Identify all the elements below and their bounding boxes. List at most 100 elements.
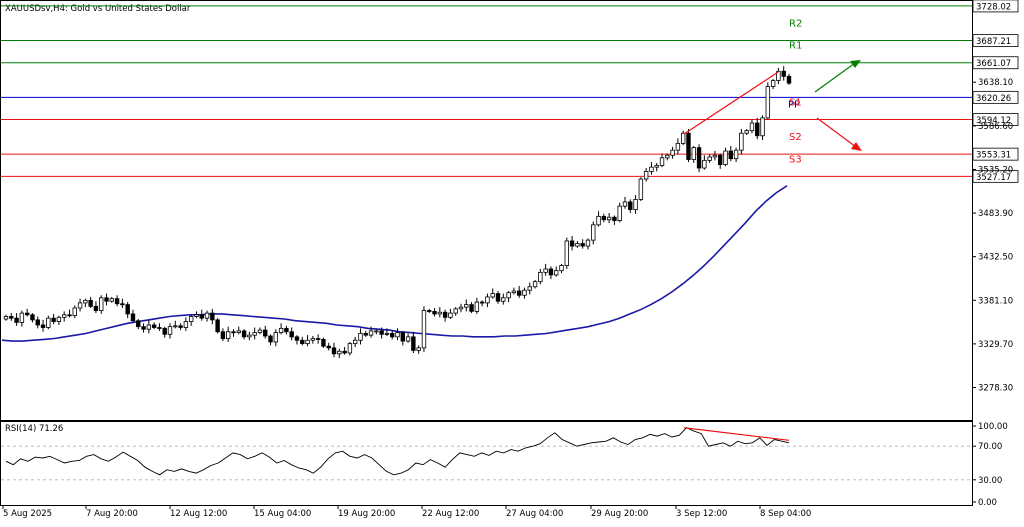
candle-body (162, 327, 167, 335)
price-tick-label: 3381.10 (978, 296, 1013, 306)
candle-body (649, 166, 654, 172)
divergence-line-rsi (683, 427, 790, 441)
rsi-tick-label: 70.00 (978, 442, 1002, 452)
candle-body (236, 330, 241, 334)
level-name-s2: S2 (789, 132, 802, 143)
candle-body (300, 339, 305, 345)
candle-body (315, 338, 321, 340)
candle-body (506, 292, 511, 299)
candle-body (210, 312, 215, 321)
candle-body (405, 336, 411, 342)
level-price-label-r2: 3687.21 (976, 37, 1011, 47)
level-price-box-pp (972, 90, 1019, 104)
price-tick-label: 3638.10 (978, 78, 1013, 88)
candle-body (347, 343, 353, 354)
level-price-box-s1 (972, 113, 1019, 126)
candle-body (125, 304, 130, 315)
candle-body (527, 286, 532, 291)
candle-body (14, 317, 19, 323)
candle-body (569, 240, 575, 247)
candle-body (490, 293, 495, 298)
candle-body (151, 324, 157, 328)
candle-body (670, 149, 675, 156)
candle-body (46, 317, 51, 328)
price-tick-label: 3432.50 (978, 253, 1013, 263)
candle-body (40, 324, 46, 328)
candle-body (432, 310, 437, 315)
candle-body (400, 332, 405, 342)
level-name-r2: R2 (789, 19, 802, 30)
candle-body (501, 297, 506, 302)
candle-body (331, 347, 337, 355)
candle-body (114, 298, 120, 305)
candle-body (680, 132, 686, 144)
candle-body (665, 154, 670, 159)
candle-body (30, 314, 35, 321)
time-tick-label: 15 Aug 04:00 (254, 509, 311, 519)
level-price-label-s2: 3553.31 (976, 151, 1011, 161)
bullish-arrow-line (814, 62, 856, 93)
candle-body (305, 339, 310, 345)
candle-body (532, 281, 538, 288)
candle-body (19, 312, 25, 323)
candle-body (718, 154, 723, 166)
candle-body (390, 333, 395, 338)
candle-body (257, 329, 263, 334)
level-price-label-r3: 3728.02 (976, 2, 1011, 12)
candle-body (453, 308, 458, 314)
candle-body (289, 331, 294, 338)
candle-body (622, 201, 628, 207)
candle-body (88, 299, 93, 307)
level-price-label-r1: 3661.07 (976, 59, 1011, 69)
candle-body (675, 142, 681, 151)
candle-body (93, 305, 99, 311)
candle-body (167, 326, 173, 335)
candle-body (442, 311, 448, 318)
level-price-box-r1 (972, 56, 1019, 70)
candle-body (379, 330, 384, 335)
candle-body (448, 312, 453, 318)
level-name-r1: R1 (789, 41, 802, 52)
candle-body (51, 317, 56, 322)
candle-body (352, 339, 358, 345)
candle-body (146, 324, 152, 330)
candle-body (617, 205, 622, 222)
candle-body (469, 304, 474, 312)
candle-body (765, 86, 771, 119)
time-tick-label: 3 Sep 12:00 (676, 509, 727, 519)
candle-body (755, 122, 760, 137)
candle-body (707, 156, 712, 161)
candle-body (516, 290, 522, 296)
candle-body (559, 265, 564, 272)
candle-body (776, 70, 781, 82)
candle-body (188, 316, 194, 322)
candle-body (136, 320, 141, 328)
candle-body (638, 178, 644, 200)
candle-body (543, 268, 548, 273)
candle-body (358, 333, 363, 341)
candle-body (643, 170, 649, 180)
candle-body (781, 70, 786, 77)
time-tick-label: 5 Aug 2025 (3, 509, 52, 519)
candle-body (585, 239, 591, 247)
price-tick-label: 3483.90 (978, 209, 1013, 219)
candle-body (252, 332, 257, 336)
candle-body (24, 312, 30, 316)
time-tick-label: 19 Aug 20:00 (338, 509, 395, 519)
candle-body (268, 335, 273, 343)
level-price-box-s3 (972, 169, 1019, 183)
candle-body (247, 334, 252, 338)
level-price-label-pp: 3620.26 (976, 94, 1011, 104)
candle-body (554, 270, 559, 276)
bearish-arrow-head (851, 142, 862, 151)
candle-body (760, 117, 765, 137)
candle-body (204, 312, 210, 319)
candle-body (612, 216, 617, 222)
candle-body (263, 329, 268, 337)
candle-body (511, 290, 517, 294)
candle-body (691, 147, 696, 160)
candle-body (696, 147, 702, 169)
candle-body (3, 316, 9, 320)
